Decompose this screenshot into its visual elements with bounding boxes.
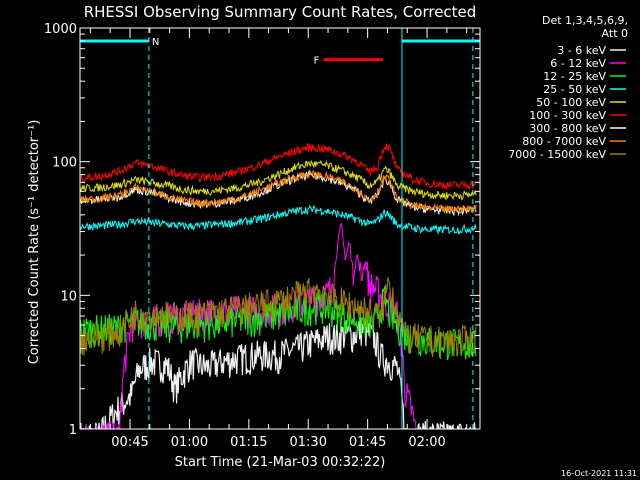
legend-entry-label: 300 - 800 keV bbox=[529, 122, 606, 135]
flag-label-1: F bbox=[314, 56, 320, 67]
series-line-5 bbox=[80, 142, 477, 191]
x-tick-label: 02:00 bbox=[408, 435, 445, 450]
y-tick-label: 10 bbox=[60, 289, 77, 304]
x-tick-label: 01:00 bbox=[171, 435, 208, 450]
legend-header-line: Att 0 bbox=[602, 27, 628, 40]
legend-entry-label: 12 - 25 keV bbox=[543, 70, 606, 83]
series-line-8 bbox=[80, 277, 477, 360]
y-tick-label: 100 bbox=[52, 156, 77, 171]
y-tick-label: 1 bbox=[69, 423, 77, 438]
flag-label-0: N bbox=[152, 37, 159, 48]
legend-entry-label: 25 - 50 keV bbox=[543, 83, 606, 96]
legend-entry-label: 50 - 100 keV bbox=[536, 96, 606, 109]
x-tick-label: 01:45 bbox=[349, 435, 386, 450]
legend-entry-label: 100 - 300 keV bbox=[529, 109, 606, 122]
y-tick-label: 1000 bbox=[44, 22, 77, 37]
series-line-3 bbox=[80, 204, 477, 235]
series-line-4 bbox=[80, 159, 477, 201]
y-axis-label: Corrected Count Rate (s⁻¹ detector⁻¹) bbox=[27, 120, 42, 365]
legend-entry-label: 3 - 6 keV bbox=[557, 44, 606, 57]
legend-entry-label: 7000 - 15000 keV bbox=[508, 148, 606, 161]
x-tick-label: 00:45 bbox=[111, 435, 148, 450]
series-line-7 bbox=[80, 168, 477, 215]
chart-title: RHESSI Observing Summary Count Rates, Co… bbox=[84, 3, 477, 21]
legend-entry-label: 800 - 7000 keV bbox=[522, 135, 606, 148]
x-tick-label: 01:30 bbox=[290, 435, 327, 450]
footer-timestamp: 16-Oct-2021 11:31 bbox=[561, 469, 637, 478]
series-line-0 bbox=[80, 317, 476, 429]
axes: 1 10 100 1000 00:45 01:00 01:15 01:30 01:45 02:00 bbox=[44, 22, 481, 450]
legend-header-line: Det 1,3,4,5,6,9, bbox=[542, 14, 628, 27]
x-tick-label: 01:15 bbox=[230, 435, 267, 450]
x-axis-label: Start Time (21-Mar-03 00:32:22) bbox=[175, 455, 386, 470]
legend-entry-label: 6 - 12 keV bbox=[550, 57, 606, 70]
series-group bbox=[80, 142, 477, 429]
plot-frame bbox=[79, 27, 481, 430]
